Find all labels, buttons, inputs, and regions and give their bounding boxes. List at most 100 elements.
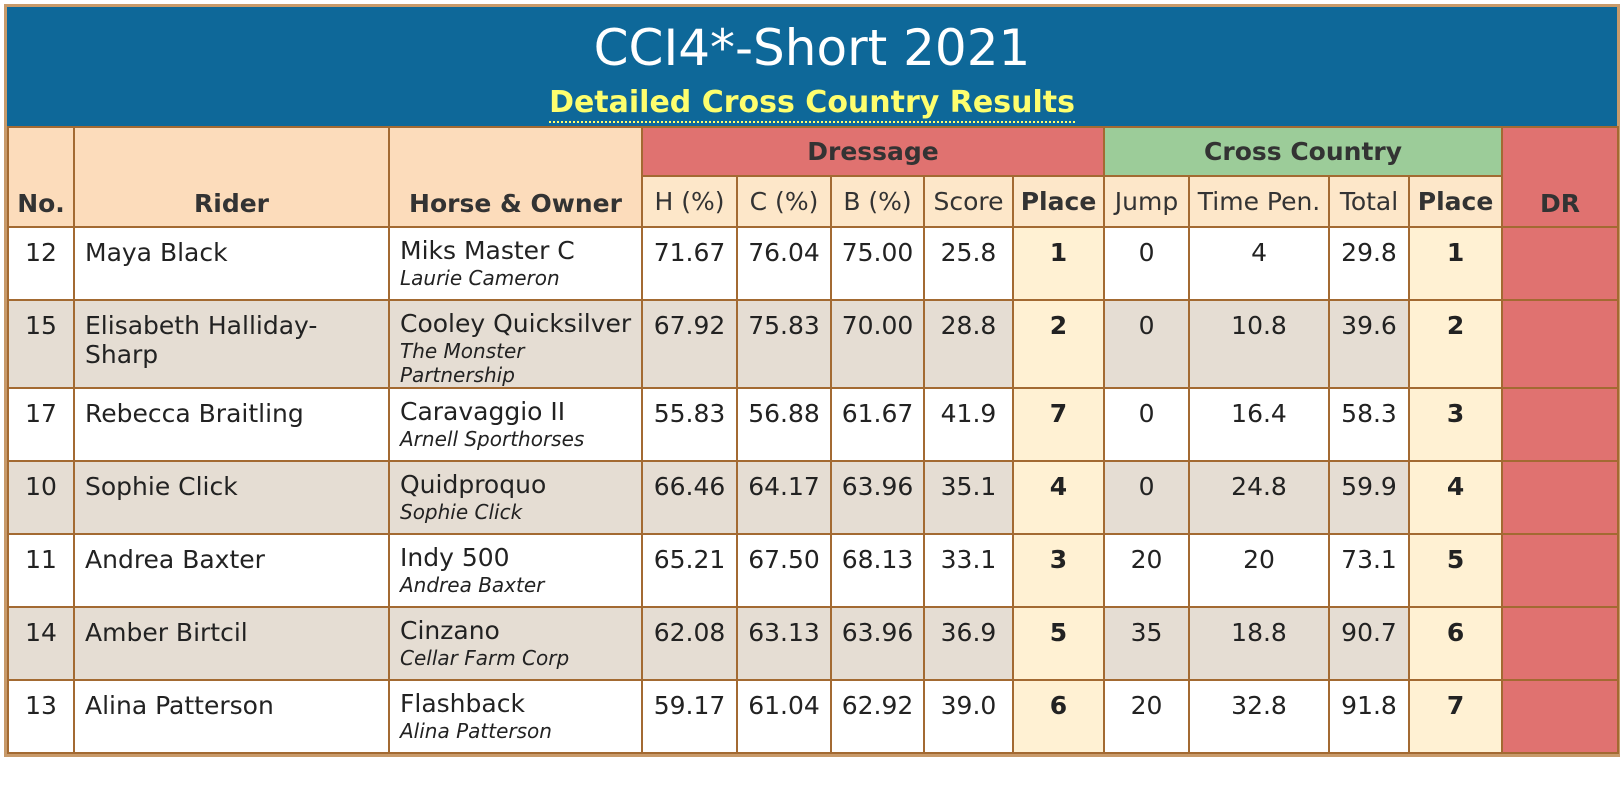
- cell-dr: [1501, 606, 1620, 681]
- cell-c: 75.83: [736, 299, 832, 389]
- cell-rider: Alina Patterson: [73, 679, 390, 754]
- owner-name: Andrea Baxter: [400, 573, 545, 597]
- cell-time-pen: 24.8: [1188, 460, 1331, 535]
- cell-total: 73.1: [1328, 533, 1411, 608]
- cell-b: 70.00: [830, 299, 925, 389]
- cell-score: 33.1: [923, 533, 1014, 608]
- cell-xc-place: 2: [1408, 299, 1504, 389]
- horse-name: Cinzano: [400, 616, 500, 645]
- results-body: 12 Maya Black Miks Master C Laurie Cameron 7…: [7, 226, 1620, 754]
- horse-name: Miks Master C: [400, 236, 575, 265]
- cell-c: 76.04: [736, 226, 832, 301]
- cell-jump: 20: [1103, 679, 1191, 754]
- cell-xc-place: 1: [1408, 226, 1504, 301]
- cell-h: 67.92: [641, 299, 738, 389]
- col-header-c: C (%): [736, 175, 832, 228]
- cell-horse-owner: Caravaggio II Arnell Sporthorses: [388, 387, 643, 462]
- cell-score: 28.8: [923, 299, 1014, 389]
- cell-time-pen: 16.4: [1188, 387, 1331, 462]
- subtitle-link-wrap: Detailed Cross Country Results: [7, 83, 1617, 123]
- cell-b: 68.13: [830, 533, 925, 608]
- cell-jump: 0: [1103, 299, 1191, 389]
- col-header-rider: Rider: [73, 126, 390, 228]
- cell-dressage-place: 5: [1011, 606, 1106, 681]
- cell-dressage-place: 3: [1011, 533, 1106, 608]
- cell-h: 59.17: [641, 679, 738, 754]
- owner-name: Arnell Sporthorses: [400, 427, 585, 451]
- col-header-time-pen: Time Pen.: [1188, 175, 1331, 228]
- cell-xc-place: 5: [1408, 533, 1504, 608]
- cell-xc-place: 6: [1408, 606, 1504, 681]
- cell-no: 15: [7, 299, 75, 389]
- horse-name: Caravaggio II: [400, 397, 566, 426]
- cell-c: 63.13: [736, 606, 832, 681]
- cell-horse-owner: Flashback Alina Patterson: [388, 679, 643, 754]
- results-panel: CCI4*-Short 2021 Detailed Cross Country …: [4, 4, 1620, 757]
- cell-c: 56.88: [736, 387, 832, 462]
- col-header-score: Score: [923, 175, 1014, 228]
- cell-total: 59.9: [1328, 460, 1411, 535]
- cell-no: 12: [7, 226, 75, 301]
- owner-name: Laurie Cameron: [400, 266, 560, 290]
- col-header-dr: DR: [1501, 126, 1620, 228]
- group-header-dressage: Dressage: [640, 126, 1106, 177]
- cell-total: 29.8: [1328, 226, 1411, 301]
- cell-dressage-place: 2: [1011, 299, 1106, 389]
- cell-rider: Maya Black: [73, 226, 390, 301]
- cell-jump: 0: [1103, 226, 1191, 301]
- owner-name: Sophie Click: [400, 500, 523, 524]
- cell-xc-place: 7: [1408, 679, 1504, 754]
- cell-dressage-place: 4: [1011, 460, 1106, 535]
- cell-jump: 20: [1103, 533, 1191, 608]
- cell-xc-place: 3: [1408, 387, 1504, 462]
- cell-c: 64.17: [736, 460, 832, 535]
- cell-b: 62.92: [830, 679, 925, 754]
- cell-time-pen: 32.8: [1188, 679, 1331, 754]
- cell-score: 41.9: [923, 387, 1014, 462]
- horse-name: Flashback: [400, 689, 525, 718]
- col-header-total: Total: [1328, 175, 1411, 228]
- cell-horse-owner: Miks Master C Laurie Cameron: [388, 226, 643, 301]
- owner-name: Cellar Farm Corp: [400, 646, 570, 670]
- cell-score: 25.8: [923, 226, 1014, 301]
- cell-time-pen: 4: [1188, 226, 1331, 301]
- cell-dressage-place: 7: [1011, 387, 1106, 462]
- table-row: 13 Alina Patterson Flashback Alina Patterso…: [7, 679, 1620, 754]
- owner-name: Alina Patterson: [400, 719, 552, 743]
- table-row: 12 Maya Black Miks Master C Laurie Cameron 7…: [7, 226, 1620, 301]
- horse-name: Indy 500: [400, 543, 510, 572]
- owner-name: The Monster Partnership: [400, 339, 525, 387]
- cell-rider: Elisabeth Halliday-Sharp: [73, 299, 390, 389]
- cell-h: 62.08: [641, 606, 738, 681]
- subtitle-link[interactable]: Detailed Cross Country Results: [549, 85, 1075, 123]
- cell-xc-place: 4: [1408, 460, 1504, 535]
- cell-rider: Amber Birtcil: [73, 606, 390, 681]
- cell-horse-owner: Cooley Quicksilver The Monster Partnershi…: [388, 299, 643, 389]
- cell-total: 58.3: [1328, 387, 1411, 462]
- table-row: 11 Andrea Baxter Indy 500 Andrea Baxter 65.2…: [7, 533, 1620, 608]
- cell-b: 75.00: [830, 226, 925, 301]
- col-header-h: H (%): [641, 175, 738, 228]
- cell-total: 91.8: [1328, 679, 1411, 754]
- table-row: 14 Amber Birtcil Cinzano Cellar Farm Corp 62…: [7, 606, 1620, 681]
- table-row: 17 Rebecca Braitling Caravaggio II Arnell S…: [7, 387, 1620, 462]
- cell-time-pen: 20: [1188, 533, 1331, 608]
- cell-rider: Andrea Baxter: [73, 533, 390, 608]
- cell-score: 39.0: [923, 679, 1014, 754]
- cell-dr: [1501, 299, 1620, 389]
- cell-no: 14: [7, 606, 75, 681]
- cell-dressage-place: 6: [1011, 679, 1106, 754]
- cell-total: 39.6: [1328, 299, 1411, 389]
- cell-score: 35.1: [923, 460, 1014, 535]
- cell-horse-owner: Quidproquo Sophie Click: [388, 460, 643, 535]
- cell-jump: 0: [1103, 387, 1191, 462]
- cell-rider: Sophie Click: [73, 460, 390, 535]
- col-header-xc-place: Place: [1408, 175, 1504, 228]
- cell-no: 11: [7, 533, 75, 608]
- cell-b: 63.96: [830, 460, 925, 535]
- title-banner: CCI4*-Short 2021 Detailed Cross Country …: [7, 7, 1617, 126]
- horse-name: Quidproquo: [400, 470, 547, 499]
- cell-b: 63.96: [830, 606, 925, 681]
- col-header-dressage-place: Place: [1011, 175, 1106, 228]
- cell-jump: 0: [1103, 460, 1191, 535]
